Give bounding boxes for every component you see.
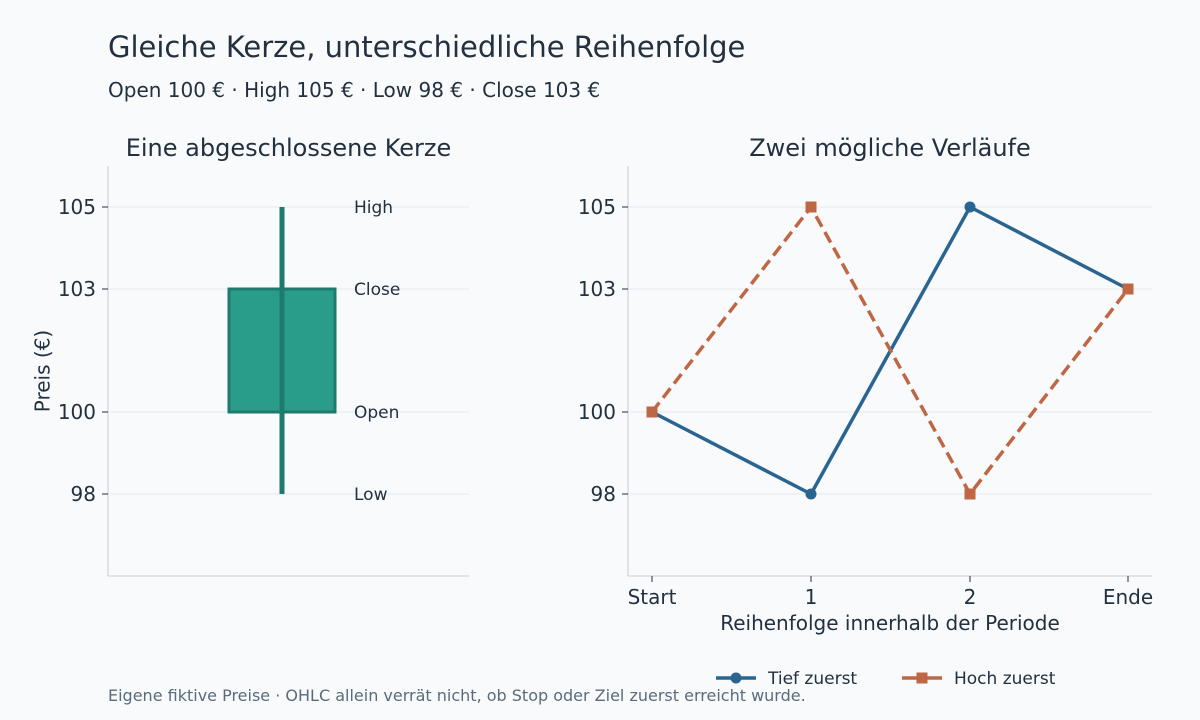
legend-marker (916, 672, 928, 684)
x-tick-label: 2 (964, 585, 977, 609)
paths-x-ticks: Start 1 2 Ende (628, 576, 1153, 609)
legend-label: Hoch zuerst (954, 669, 1056, 689)
y-tick-label: 100 (578, 400, 616, 424)
data-point (646, 406, 658, 418)
chart-subtitle: Open 100 € · High 105 € · Low 98 € · Clo… (108, 78, 601, 102)
data-point (805, 201, 817, 213)
x-tick-label: 1 (805, 585, 818, 609)
candle-annotations: High Close Open Low (354, 198, 400, 505)
candle-axes (107, 166, 469, 577)
series-line-hoch-zuerst (650, 205, 1130, 496)
paths-axes (627, 166, 1152, 577)
chart-title: Gleiche Kerze, unterschiedliche Reihenfo… (108, 30, 746, 64)
data-point (805, 488, 817, 500)
annotation-close: Close (354, 280, 400, 300)
x-tick-label: Start (628, 585, 677, 609)
x-tick-label: Ende (1103, 585, 1153, 609)
y-tick-label: 100 (58, 400, 96, 424)
paths-panel-title: Zwei mögliche Verläufe (749, 134, 1031, 162)
candle-panel-title: Eine abgeschlossene Kerze (126, 134, 452, 162)
annotation-open: Open (354, 403, 399, 423)
y-tick-label: 98 (71, 482, 96, 506)
paths-y-ticks: 98 100 103 105 (578, 195, 628, 506)
y-tick-label: 105 (578, 195, 616, 219)
candle-marks (227, 207, 337, 494)
paths-panel: Zwei mögliche Verläufe 98 100 103 105 Start… (578, 134, 1153, 635)
annotation-low: Low (354, 485, 388, 505)
annotation-high: High (354, 198, 393, 218)
footnote: Eigene fiktive Preise · OHLC allein verr… (108, 686, 806, 705)
y-tick-label: 103 (58, 277, 96, 301)
data-point (964, 201, 976, 213)
x-axis-label: Reihenfolge innerhalb der Periode (720, 611, 1060, 635)
legend-marker (730, 672, 742, 684)
candle-y-ticks: 98 100 103 105 (58, 195, 108, 506)
candle-panel: Eine abgeschlossene Kerze 98 100 103 105 Pr… (31, 134, 469, 577)
data-point (1122, 283, 1134, 295)
legend-label: Tief zuerst (767, 669, 857, 689)
y-tick-label: 98 (591, 482, 616, 506)
paths-series (646, 201, 1134, 500)
y-tick-label: 105 (58, 195, 96, 219)
y-axis-label: Preis (€) (31, 330, 55, 412)
paths-grid (628, 206, 1152, 495)
legend: Tief zuerst Hoch zuerst (716, 669, 1056, 689)
data-point (964, 488, 976, 500)
y-tick-label: 103 (578, 277, 616, 301)
